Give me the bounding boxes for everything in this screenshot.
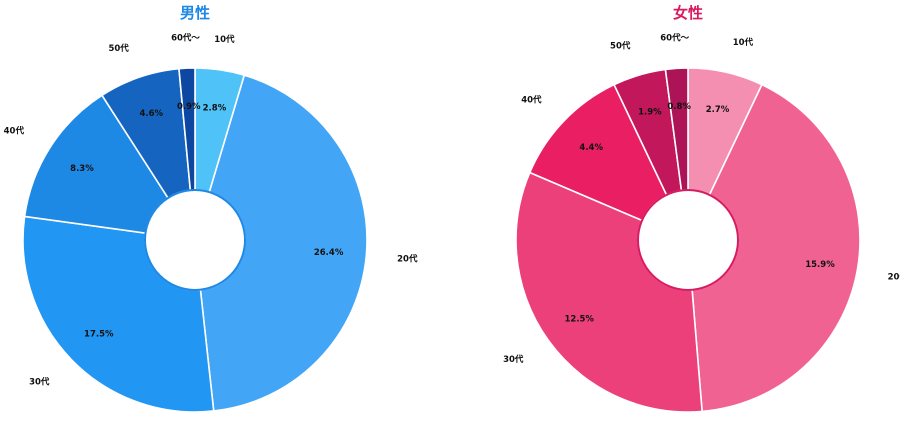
male-value-label-2: 26.4% xyxy=(314,248,344,258)
female-donut-hole xyxy=(637,189,739,291)
male-value-label-6: 0.9% xyxy=(177,102,201,112)
male-value-label-3: 17.5% xyxy=(84,330,114,340)
female-value-label-5: 1.9% xyxy=(638,107,662,117)
male-chart-title: 男性 xyxy=(180,4,210,22)
female-category-label-2: 20代 xyxy=(888,272,900,283)
male-category-label-3: 30代 xyxy=(29,376,50,387)
male-category-label-5: 50代 xyxy=(108,43,129,54)
male-value-label-1: 2.8% xyxy=(203,103,227,113)
male-value-label-4: 8.3% xyxy=(70,164,94,174)
female-category-label-4: 40代 xyxy=(521,94,542,105)
male-category-label-1: 10代 xyxy=(214,34,235,45)
male-category-label-6: 60代～ xyxy=(171,32,200,43)
male-category-label-4: 40代 xyxy=(4,126,25,137)
female-category-label-3: 30代 xyxy=(503,354,524,365)
female-category-label-1: 10代 xyxy=(733,37,754,48)
male-donut-chart: 男性 2.8% 10代 26.4% 20代 17.5% 30代 8.3% 40代 4.6% 50代 0… xyxy=(4,4,418,413)
female-chart-title: 女性 xyxy=(673,4,703,22)
female-value-label-6: 0.8% xyxy=(667,102,691,112)
male-value-label-5: 4.6% xyxy=(139,109,163,119)
female-value-label-1: 2.7% xyxy=(706,105,730,115)
male-category-label-2: 20代 xyxy=(397,253,418,264)
female-value-label-2: 15.9% xyxy=(805,260,835,270)
male-donut-hole xyxy=(144,189,246,291)
female-value-label-3: 12.5% xyxy=(564,314,594,324)
female-donut-chart: 女性 2.7% 10代 15.9% 20代 12.5% 30代 4.4% 40代 1.9% 50代 0… xyxy=(503,4,900,413)
female-category-label-5: 50代 xyxy=(610,40,631,51)
female-category-label-6: 60代～ xyxy=(660,32,689,43)
female-value-label-4: 4.4% xyxy=(579,143,603,153)
